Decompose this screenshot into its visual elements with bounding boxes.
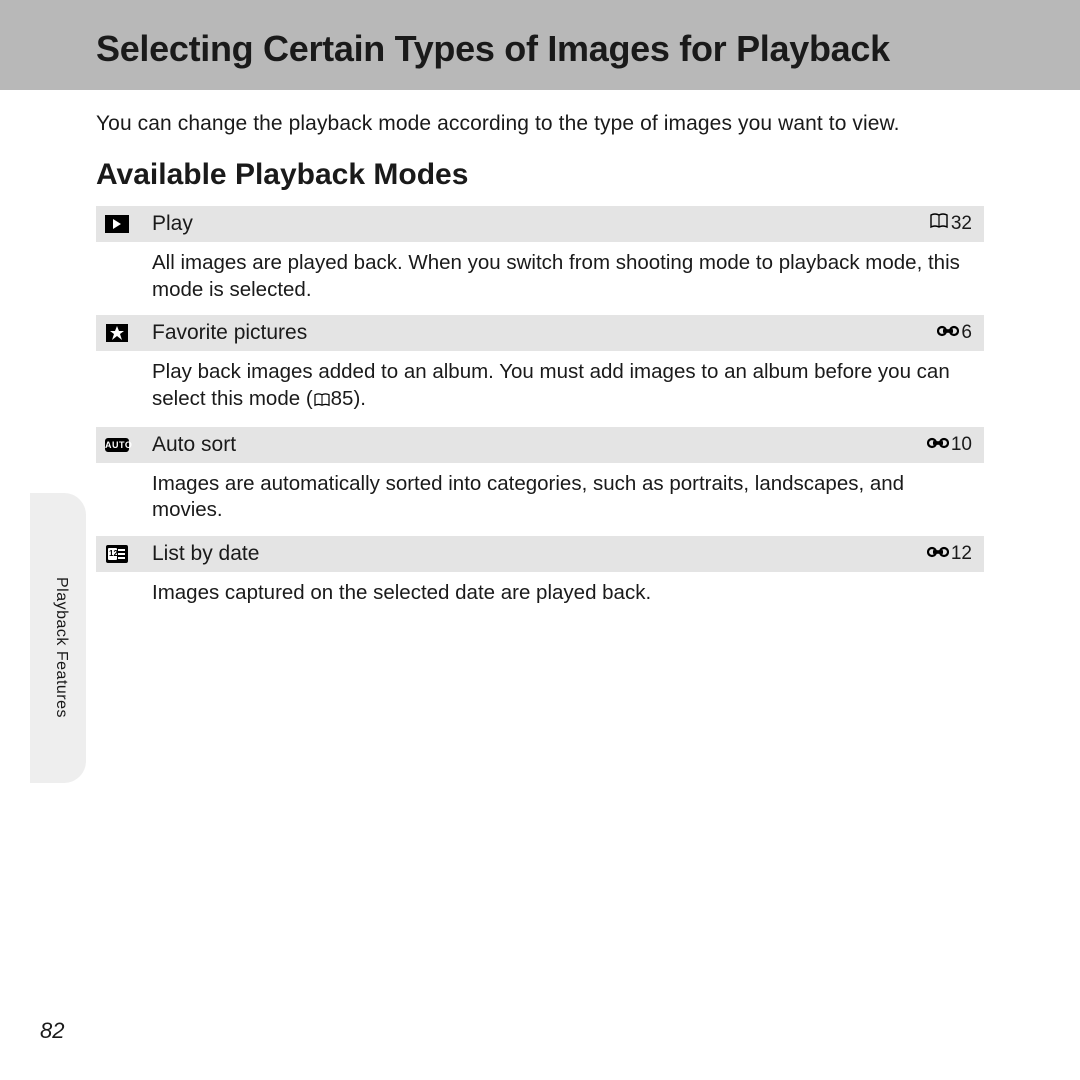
link-icon [927,543,949,565]
mode-row-favorite: Favorite pictures 6 [96,315,984,351]
playback-modes-table: Play 32 All images are played back. When… [96,206,984,618]
desc-pre: Play back images added to an album. You … [152,360,950,410]
mode-ref: 10 [927,434,972,456]
mode-ref-num: 32 [951,213,972,235]
book-icon [929,213,949,235]
mode-ref: 6 [937,322,972,344]
intro-text: You can change the playback mode accordi… [0,90,1080,136]
mode-row-listbydate: List by date 12 [96,536,984,572]
link-icon [937,322,959,344]
desc-post: ). [353,387,366,410]
mode-label: Auto sort [152,433,913,457]
mode-ref-num: 6 [961,322,972,344]
mode-desc: Images captured on the selected date are… [96,572,984,619]
inline-ref: 85 [331,387,354,410]
link-icon [927,434,949,456]
subheading: Available Playback Modes [0,136,1080,202]
mode-desc: Images are automatically sorted into cat… [96,463,984,536]
mode-row-autosort: AUTO Auto sort 10 [96,427,984,463]
page: Selecting Certain Types of Images for Pl… [0,0,1080,1080]
mode-ref-num: 12 [951,543,972,565]
auto-icon: AUTO [96,438,138,452]
mode-desc: Play back images added to an album. You … [96,351,984,426]
side-tab-label: Playback Features [52,577,70,718]
mode-ref: 32 [929,213,972,235]
mode-label: Favorite pictures [152,321,923,345]
mode-label: Play [152,212,915,236]
mode-ref-num: 10 [951,434,972,456]
page-number: 82 [40,1018,64,1044]
mode-ref: 12 [927,543,972,565]
calendar-icon [96,545,138,563]
mode-label: List by date [152,542,913,566]
title-bar: Selecting Certain Types of Images for Pl… [0,0,1080,90]
side-tab: Playback Features [30,493,86,783]
play-icon [96,215,138,233]
book-icon [313,388,331,415]
mode-row-play: Play 32 [96,206,984,242]
mode-desc: All images are played back. When you swi… [96,242,984,315]
page-title: Selecting Certain Types of Images for Pl… [96,28,1080,70]
star-icon [96,324,138,342]
